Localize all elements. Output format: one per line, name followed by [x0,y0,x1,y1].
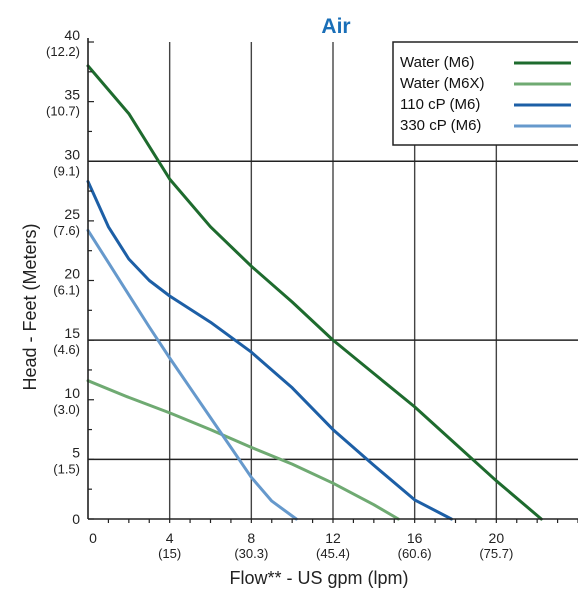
x-tick-label: 20 [489,530,505,546]
series-line [86,379,400,521]
legend-box [392,41,578,146]
x-tick-sublabel: (30.3) [234,546,268,561]
y-tick-label: 5 [72,444,80,460]
y-tick-labels: 0 5(1.5) 10(3.0) 15(4.6) 20(6.1) 25(7.6) 30(9.… [46,27,80,527]
y-tick-label: 10 [64,385,80,401]
chart-title: Air [321,15,350,38]
y-tick-sublabel: (7.6) [53,223,80,238]
y-tick-sublabel: (10.7) [46,104,80,119]
x-tick-sublabel: (45.4) [316,546,350,561]
legend-label: Water (M6X) [400,75,484,92]
y-tick-label: 25 [64,206,80,222]
y-tick-label: 30 [64,146,80,162]
x-tick-labels: 0 4(15) 8(30.3) 12(45.4) 16(60.6) 20(75.7) [89,530,513,561]
legend-label: 110 cP (M6) [400,96,480,113]
legend-label: Water (M6) [400,54,474,71]
y-tick-sublabel: (3.0) [53,402,80,417]
y-tick-label: 15 [64,325,80,341]
x-tick-sublabel: (75.7) [479,546,513,561]
series-line [86,180,453,521]
x-tick-label: 4 [166,530,174,546]
axes [87,38,578,523]
y-tick-sublabel: (6.1) [53,283,80,298]
y-axis-label: Head - Feet (Meters) [20,223,40,390]
y-tick-label: 20 [64,266,80,282]
x-tick-sublabel: (15) [158,546,181,561]
series-line [86,64,543,521]
legend-label: 330 cP (M6) [400,117,481,134]
y-tick-label: 35 [64,87,80,103]
x-tick-label: 0 [89,530,97,546]
y-tick-sublabel: (1.5) [53,461,80,476]
y-tick-label: 40 [64,27,80,43]
x-axis-label: Flow** - US gpm (lpm) [229,568,408,588]
series-line [86,228,298,521]
series-lines [86,64,543,521]
y-tick-sublabel: (4.6) [53,342,80,357]
x-tick-label: 8 [247,530,255,546]
y-tick-sublabel: (12.2) [46,44,80,59]
x-tick-label: 16 [407,530,423,546]
y-tick-label: 0 [72,511,80,527]
x-tick-sublabel: (60.6) [398,546,432,561]
y-tick-sublabel: (9.1) [53,163,80,178]
x-tick-label: 12 [325,530,341,546]
legend: Water (M6) Water (M6X) 110 cP (M6) 330 cP (… [392,41,578,146]
